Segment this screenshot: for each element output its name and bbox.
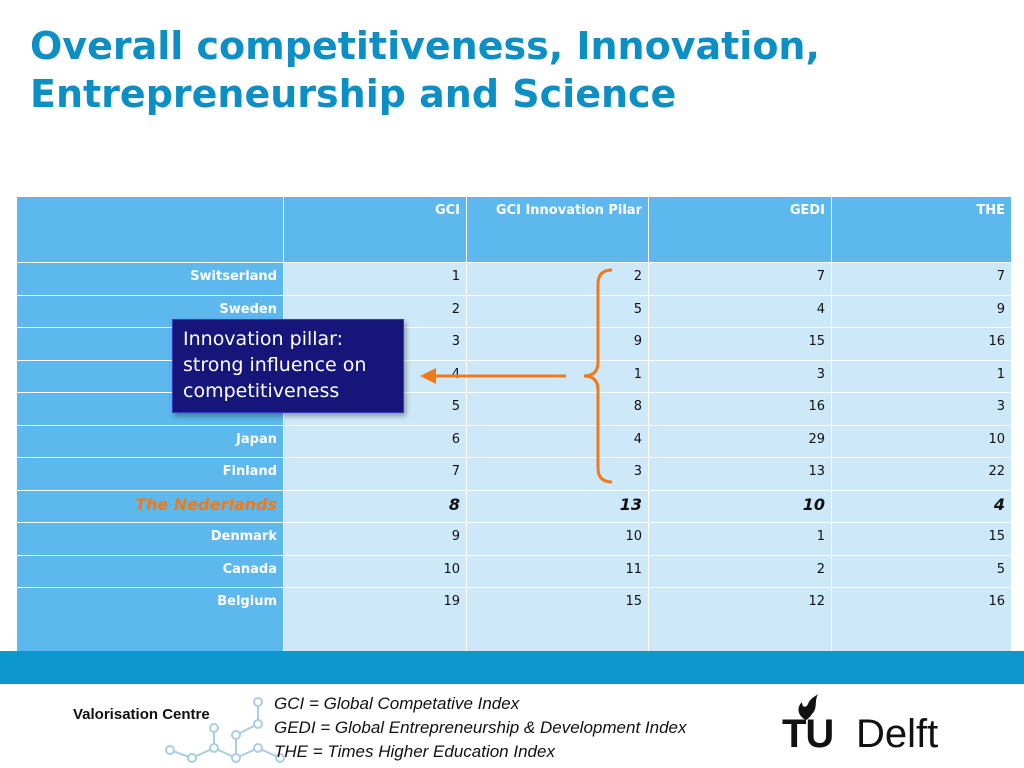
innovation-cell: 5	[466, 294, 649, 328]
abbreviation-legend: GCI = Global Competative Index GEDI = Gl…	[274, 692, 686, 764]
table-row: Denmark 9 10 1 15	[16, 522, 1012, 556]
slide-title: Overall competitiveness, Innovation, Ent…	[30, 22, 1010, 118]
header-country	[16, 196, 284, 263]
legend-gedi: GEDI = Global Entrepreneurship & Develop…	[274, 718, 687, 737]
table-row: 5 8 16 3	[16, 392, 1012, 426]
the-cell: 15	[831, 522, 1012, 556]
innovation-cell: 13	[466, 489, 649, 523]
gedi-cell: 10	[648, 489, 832, 523]
innovation-callout-box: Innovation pillar: strong influence on c…	[172, 319, 404, 413]
ranking-table: GCI GCI Innovation Pilar GEDI THE Switse…	[16, 196, 1012, 652]
logo-tu-text: TU	[782, 712, 834, 756]
gedi-cell: 1	[648, 522, 832, 556]
country-cell: Switserland	[16, 262, 284, 296]
the-cell: 22	[831, 457, 1012, 491]
header-gci-innovation: GCI Innovation Pilar	[466, 196, 649, 263]
the-cell: 1	[831, 359, 1012, 393]
country-cell-highlighted: The Nederlands	[16, 489, 284, 523]
the-cell: 16	[831, 587, 1012, 652]
the-cell: 10	[831, 424, 1012, 458]
the-cell: 7	[831, 262, 1012, 296]
table-row: Finland 7 3 13 22	[16, 457, 1012, 491]
gci-cell: 19	[283, 587, 467, 652]
gedi-cell: 7	[648, 262, 832, 296]
gci-cell: 8	[283, 489, 467, 523]
gedi-cell: 16	[648, 392, 832, 426]
innovation-cell: 4	[466, 424, 649, 458]
innovation-cell: 11	[466, 554, 649, 588]
gedi-cell: 13	[648, 457, 832, 491]
country-cell: Canada	[16, 554, 284, 588]
table-row: 4 1 3 1	[16, 359, 1012, 393]
tudelft-logo: TU Delft	[782, 692, 952, 762]
gedi-cell: 2	[648, 554, 832, 588]
innovation-cell: 15	[466, 587, 649, 652]
country-cell: Denmark	[16, 522, 284, 556]
gci-cell: 7	[283, 457, 467, 491]
gci-cell: 10	[283, 554, 467, 588]
flame-icon	[798, 694, 818, 720]
table-row: 3 9 15 16	[16, 327, 1012, 361]
legend-gci: GCI = Global Competative Index	[274, 694, 520, 713]
gedi-cell: 29	[648, 424, 832, 458]
header-gci: GCI	[283, 196, 467, 263]
country-cell: Sweden	[16, 294, 284, 328]
innovation-cell: 2	[466, 262, 649, 296]
gedi-cell: 15	[648, 327, 832, 361]
logo-delft-text: Delft	[856, 712, 939, 756]
innovation-cell: 10	[466, 522, 649, 556]
table-row: Sweden 2 5 4 9	[16, 294, 1012, 328]
the-cell: 5	[831, 554, 1012, 588]
header-the: THE	[831, 196, 1012, 263]
country-cell: Japan	[16, 424, 284, 458]
table-header-row: GCI GCI Innovation Pilar GEDI THE	[16, 196, 1012, 263]
innovation-cell: 8	[466, 392, 649, 426]
callout-line-1: Innovation pillar:	[183, 328, 344, 350]
innovation-cell: 3	[466, 457, 649, 491]
callout-line-2: strong influence on	[183, 354, 367, 376]
table-row: Belgium 19 15 12 16	[16, 587, 1012, 652]
table-row-highlighted: The Nederlands 8 13 10 4	[16, 489, 1012, 523]
gci-cell: 9	[283, 522, 467, 556]
innovation-cell: 9	[466, 327, 649, 361]
the-cell: 16	[831, 327, 1012, 361]
innovation-cell: 1	[466, 359, 649, 393]
callout-line-3: competitiveness	[183, 380, 340, 402]
country-cell: Finland	[16, 457, 284, 491]
table-row: Canada 10 11 2 5	[16, 554, 1012, 588]
footer-band	[0, 651, 1024, 684]
gedi-cell: 4	[648, 294, 832, 328]
valorisation-centre-label: Valorisation Centre	[73, 706, 210, 723]
gedi-cell: 12	[648, 587, 832, 652]
header-gedi: GEDI	[648, 196, 832, 263]
gci-cell: 1	[283, 262, 467, 296]
slide-title-line-1: Overall competitiveness, Innovation,	[30, 24, 820, 68]
the-cell: 4	[831, 489, 1012, 523]
gci-cell: 6	[283, 424, 467, 458]
legend-the: THE = Times Higher Education Index	[274, 742, 555, 761]
table-row: Switserland 1 2 7 7	[16, 262, 1012, 296]
country-cell: Belgium	[16, 587, 284, 652]
the-cell: 3	[831, 392, 1012, 426]
gedi-cell: 3	[648, 359, 832, 393]
slide-title-line-2: Entrepreneurship and Science	[30, 72, 677, 116]
table-row: Japan 6 4 29 10	[16, 424, 1012, 458]
the-cell: 9	[831, 294, 1012, 328]
